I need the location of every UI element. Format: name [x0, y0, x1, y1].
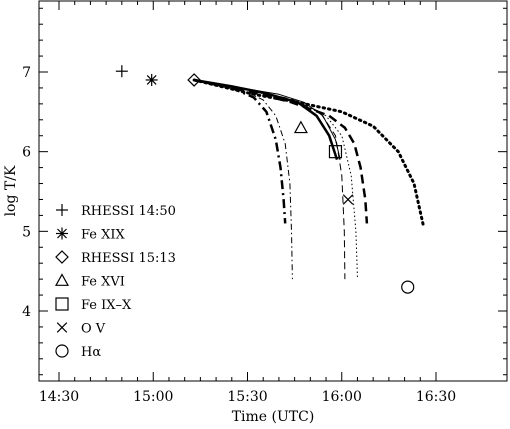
x-tick-label: 16:00 [322, 389, 362, 405]
model-curves [192, 78, 425, 280]
legend-symbol-asterisk [56, 227, 68, 240]
model-curve-8 [192, 78, 425, 228]
legend-symbol-circle [55, 344, 69, 358]
model-curve-5 [194, 79, 341, 160]
legend-label: Hα [81, 345, 101, 360]
x-tick-label: 14:30 [39, 389, 79, 405]
y-tick-labels: 4 5 6 7 [22, 65, 31, 320]
observation-points [115, 65, 415, 294]
legend-label: RHESSI 14:50 [81, 204, 176, 219]
legend-symbol-diamond [55, 250, 69, 264]
legend-label: O V [81, 322, 106, 337]
legend-symbol-square [55, 297, 69, 311]
x-tick-label: 15:30 [227, 389, 267, 405]
y-axis-label: log T/K [3, 165, 19, 216]
legend-symbol-plus [56, 204, 68, 216]
y-tick-label: 5 [22, 224, 31, 240]
x-tick-label: 15:00 [133, 389, 173, 405]
y-tick-label: 6 [22, 145, 31, 161]
data-point-asterisk [145, 73, 158, 86]
data-point-triangle [293, 120, 308, 134]
x-tick-labels: 14:30 15:00 15:30 16:00 16:30 [39, 389, 456, 405]
legend-symbol-triangle [54, 273, 70, 286]
plot-frame [38, 0, 508, 382]
legend: RHESSI 14:50 Fe XIX RHESSI 15:13 Fe XVI Fe I… [54, 204, 176, 360]
legend-symbol-cross [56, 322, 68, 333]
x-tick-label: 16:30 [416, 389, 456, 405]
legend-label: Fe XVI [81, 275, 125, 290]
legend-label: Fe IX–X [81, 298, 132, 313]
x-axis-label: Time (UTC) [232, 409, 315, 425]
y-tick-label: 7 [22, 65, 31, 81]
model-curve-3 [194, 79, 346, 280]
data-point-plus [115, 65, 128, 78]
y-tick-label: 4 [22, 304, 31, 320]
axis-ticks [39, 1, 507, 381]
legend-label: Fe XIX [81, 228, 126, 243]
model-curve-2 [194, 79, 293, 280]
data-point-diamond [187, 73, 201, 87]
data-point-cross [342, 194, 354, 205]
data-point-circle [401, 280, 415, 294]
model-curve-1 [193, 78, 287, 224]
data-point-square [328, 145, 343, 159]
legend-label: RHESSI 15:13 [81, 251, 176, 266]
